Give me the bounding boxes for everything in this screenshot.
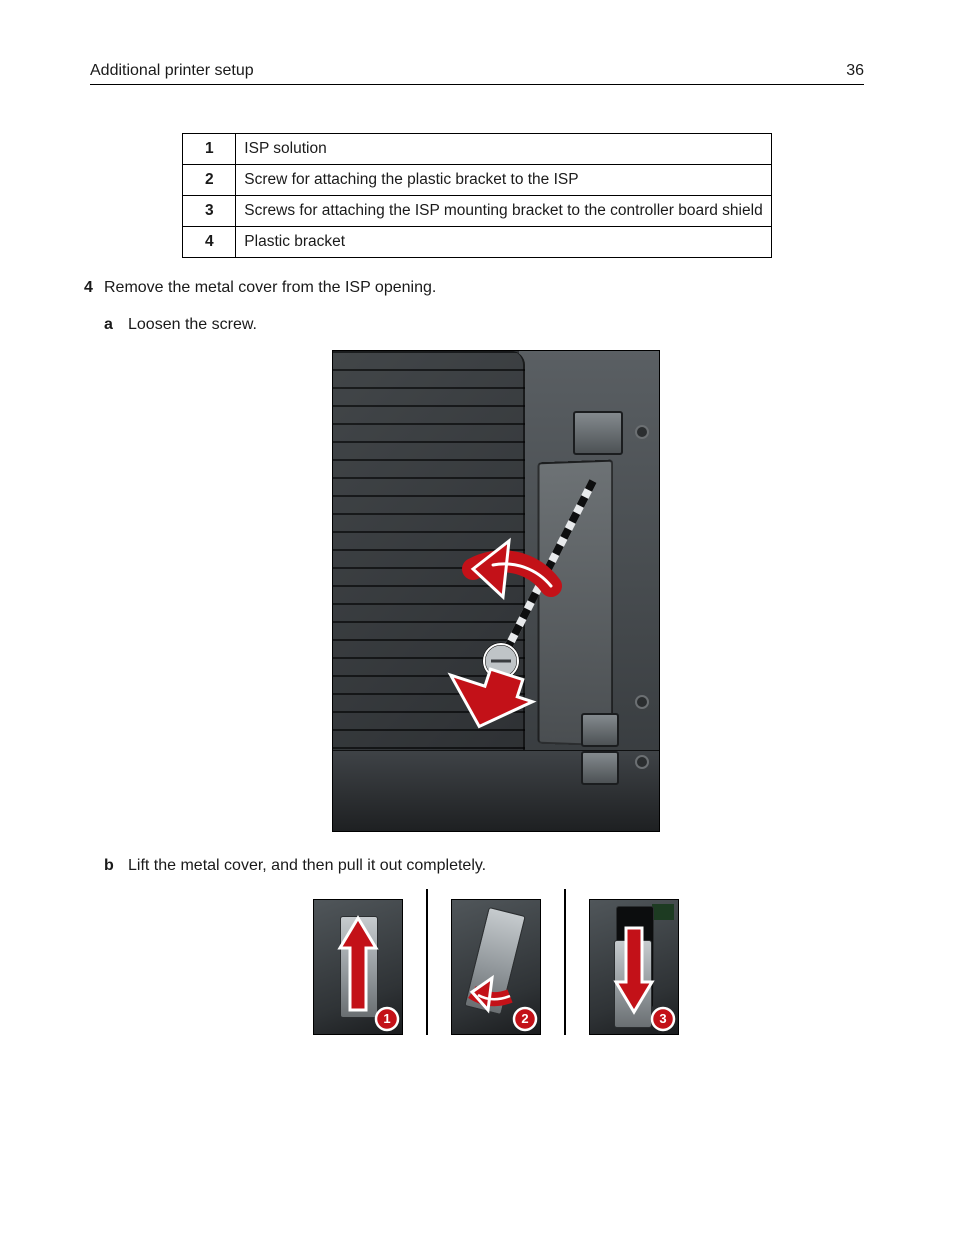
- thumb-illustration: 1: [313, 899, 403, 1035]
- thumb-illustration: 3: [589, 899, 679, 1035]
- section-title: Additional printer setup: [90, 62, 254, 80]
- part-desc: Plastic bracket: [236, 227, 771, 258]
- running-header: Additional printer setup 36: [90, 62, 864, 85]
- triptych-step-1: 1: [290, 889, 426, 1035]
- table-row: 4 Plastic bracket: [183, 227, 771, 258]
- sub-letter: a: [104, 313, 113, 336]
- part-desc: ISP solution: [236, 134, 771, 165]
- step-number: 4: [84, 276, 93, 299]
- part-number: 4: [183, 227, 236, 258]
- badge-number: 3: [659, 1011, 666, 1026]
- step-4: 4 Remove the metal cover from the ISP op…: [90, 276, 864, 1035]
- figure-loosen-screw: [128, 350, 864, 839]
- printer-illustration: [332, 350, 660, 832]
- triptych-step-3: 3: [564, 889, 702, 1035]
- part-number: 1: [183, 134, 236, 165]
- thumb-illustration: 2: [451, 899, 541, 1035]
- step-badge: 3: [650, 1006, 676, 1032]
- badge-number: 2: [521, 1011, 528, 1026]
- table-row: 2 Screw for attaching the plastic bracke…: [183, 165, 771, 196]
- sub-step-a: a Loosen the screw.: [104, 313, 864, 839]
- sub-letter: b: [104, 854, 114, 877]
- step-badge: 1: [374, 1006, 400, 1032]
- table-row: 1 ISP solution: [183, 134, 771, 165]
- figure-triptych: 1 2: [128, 889, 864, 1035]
- part-desc: Screw for attaching the plastic bracket …: [236, 165, 771, 196]
- part-number: 2: [183, 165, 236, 196]
- badge-number: 1: [383, 1011, 390, 1026]
- table-row: 3 Screws for attaching the ISP mounting …: [183, 196, 771, 227]
- step-text: Remove the metal cover from the ISP open…: [104, 279, 436, 296]
- sub-text: Lift the metal cover, and then pull it o…: [128, 857, 486, 874]
- triptych-step-2: 2: [426, 889, 564, 1035]
- step-badge: 2: [512, 1006, 538, 1032]
- part-desc: Screws for attaching the ISP mounting br…: [236, 196, 771, 227]
- arrow-overlay: [333, 351, 659, 831]
- page-number: 36: [846, 62, 864, 80]
- parts-table: 1 ISP solution 2 Screw for attaching the…: [182, 133, 771, 258]
- sub-text: Loosen the screw.: [128, 316, 257, 333]
- part-number: 3: [183, 196, 236, 227]
- page: Additional printer setup 36 1 ISP soluti…: [0, 0, 954, 1235]
- sub-step-b: b Lift the metal cover, and then pull it…: [104, 854, 864, 1035]
